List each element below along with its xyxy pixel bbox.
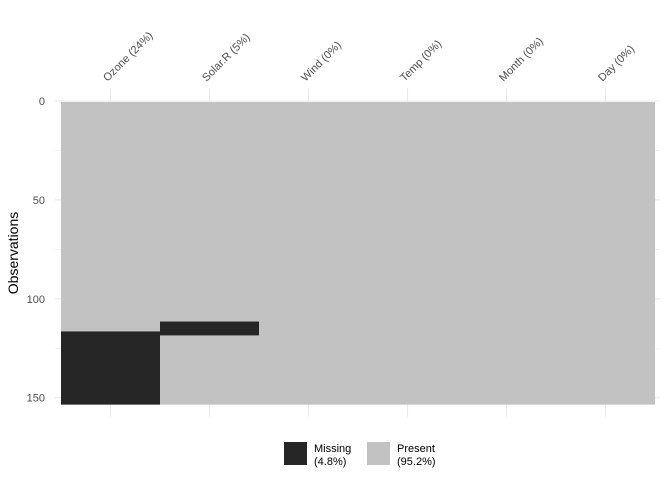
- legend-label: Present: [397, 443, 435, 455]
- y-tick-labels: 0 50 100 150: [27, 96, 45, 405]
- missing-cell: [160, 321, 259, 336]
- x-tick-label: Ozone (24%): [101, 30, 155, 84]
- y-tick-label: 150: [27, 393, 45, 405]
- cells: [61, 101, 655, 405]
- legend-pct: (4.8%): [314, 456, 346, 468]
- x-tick-label: Solar.R (5%): [200, 32, 253, 85]
- y-axis-title: Observations: [5, 212, 21, 294]
- y-tick-label: 0: [39, 96, 45, 108]
- missing-cell: [61, 331, 160, 405]
- legend: Missing(4.8%) Present(95.2%): [284, 442, 436, 468]
- present-cell: [358, 101, 457, 405]
- x-tick-labels: Ozone (24%) Solar.R (5%) Wind (0%) Temp (0%…: [101, 30, 637, 84]
- legend-pct: (95.2%): [397, 456, 436, 468]
- legend-key: [284, 442, 307, 465]
- y-tick-label: 50: [33, 195, 45, 207]
- x-tick-label: Month (0%): [497, 35, 546, 84]
- x-tick-label: Wind (0%): [299, 39, 344, 84]
- present-cell: [160, 101, 259, 405]
- x-tick-label: Day (0%): [596, 43, 637, 84]
- present-cell: [259, 101, 358, 405]
- legend-label: Missing: [314, 443, 351, 455]
- present-cell: [457, 101, 556, 405]
- present-cell: [556, 101, 655, 405]
- y-tick-label: 100: [27, 294, 45, 306]
- x-tick-label: Temp (0%): [398, 38, 444, 84]
- legend-key: [367, 442, 390, 465]
